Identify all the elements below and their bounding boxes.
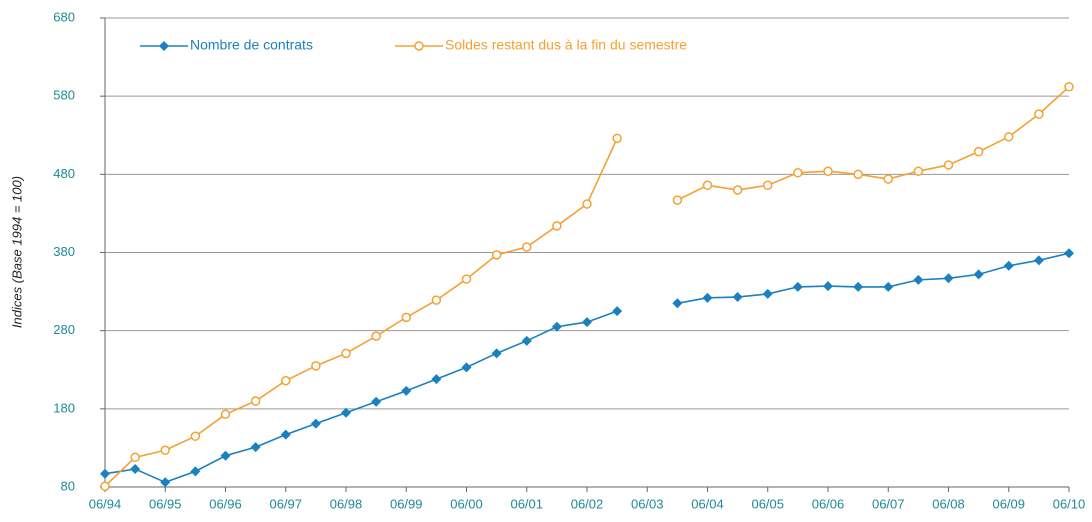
marker <box>732 185 743 195</box>
marker <box>551 321 562 332</box>
series-line <box>104 86 1070 487</box>
marker <box>672 195 683 205</box>
marker <box>190 466 201 477</box>
marker <box>160 445 170 456</box>
marker <box>913 274 924 285</box>
marker <box>762 288 773 299</box>
x-tick-label: 06/06 <box>812 496 845 511</box>
marker <box>552 221 562 231</box>
x-tick-label: 06/05 <box>751 496 784 511</box>
marker <box>341 407 351 418</box>
marker <box>431 374 442 385</box>
y-tick-label: 580 <box>53 88 75 103</box>
x-tick-label: 06/99 <box>390 496 423 511</box>
marker <box>130 452 140 463</box>
series-line <box>104 252 1070 484</box>
marker <box>612 133 622 144</box>
y-tick-label: 480 <box>53 166 75 181</box>
y-tick-label: 680 <box>53 9 75 24</box>
marker <box>401 385 412 396</box>
marker <box>371 396 382 407</box>
marker <box>160 477 171 488</box>
x-tick-label: 06/07 <box>872 496 905 511</box>
marker <box>220 450 231 461</box>
marker <box>793 168 803 178</box>
legend-text: Soldes restant dus à la fin du semestre <box>445 37 687 53</box>
marker <box>1033 255 1044 266</box>
y-tick-label: 280 <box>53 322 75 337</box>
marker <box>582 317 592 328</box>
marker <box>280 429 291 440</box>
marker <box>371 331 381 341</box>
legend-item: Soldes restant dus à la fin du semestre <box>395 37 687 53</box>
marker <box>1003 260 1014 271</box>
marker <box>461 362 472 373</box>
marker <box>401 312 411 323</box>
marker <box>883 281 894 292</box>
marker <box>341 348 351 359</box>
x-tick-label: 06/08 <box>932 496 965 511</box>
marker <box>491 348 502 359</box>
x-tick-label: 06/09 <box>992 496 1025 511</box>
marker <box>763 180 773 191</box>
y-tick-label: 80 <box>61 478 75 493</box>
x-tick-label: 06/96 <box>209 496 242 511</box>
y-axis-label: Indices (Base 1994 = 100) <box>9 176 24 328</box>
x-tick-label: 06/03 <box>631 496 664 511</box>
marker <box>190 431 201 441</box>
marker <box>823 166 833 176</box>
x-tick-label: 06/01 <box>510 496 543 511</box>
marker <box>311 361 321 371</box>
x-tick-label: 06/04 <box>691 496 724 511</box>
y-tick-label: 180 <box>53 400 75 415</box>
legend-item: Nombre de contrats <box>140 37 313 53</box>
x-tick-label: 06/98 <box>330 496 363 511</box>
marker <box>100 481 110 491</box>
marker <box>823 281 833 292</box>
marker <box>461 274 472 284</box>
marker <box>853 169 863 180</box>
x-tick-label: 06/95 <box>149 496 182 511</box>
marker <box>1004 132 1014 142</box>
marker <box>491 250 502 260</box>
marker <box>943 273 954 284</box>
marker <box>1064 248 1074 259</box>
x-tick-label: 06/02 <box>571 496 604 511</box>
marker <box>130 464 141 475</box>
marker <box>732 292 743 303</box>
marker <box>220 409 231 420</box>
marker <box>250 442 261 453</box>
marker <box>883 174 893 184</box>
marker <box>1034 109 1044 119</box>
marker <box>1064 82 1074 92</box>
x-tick-label: 06/00 <box>450 496 483 511</box>
marker <box>582 199 592 209</box>
marker <box>973 146 984 157</box>
marker <box>672 298 683 309</box>
marker <box>414 41 424 51</box>
marker <box>522 242 532 252</box>
x-tick-label: 06/97 <box>269 496 302 511</box>
marker <box>310 418 321 429</box>
marker <box>913 166 924 176</box>
marker <box>250 396 261 406</box>
marker <box>853 281 864 292</box>
marker <box>973 269 984 280</box>
marker <box>702 180 713 191</box>
marker <box>702 292 713 303</box>
marker <box>281 375 291 386</box>
marker <box>612 306 623 317</box>
legend-text: Nombre de contrats <box>190 37 313 53</box>
marker <box>792 281 803 292</box>
y-tick-label: 380 <box>53 244 75 259</box>
marker <box>521 335 532 346</box>
x-tick-label: 06/94 <box>89 496 122 511</box>
marker <box>100 468 110 479</box>
marker <box>431 295 442 305</box>
x-tick-label: 06/10 <box>1053 496 1086 511</box>
marker <box>943 160 954 170</box>
marker <box>159 41 169 51</box>
